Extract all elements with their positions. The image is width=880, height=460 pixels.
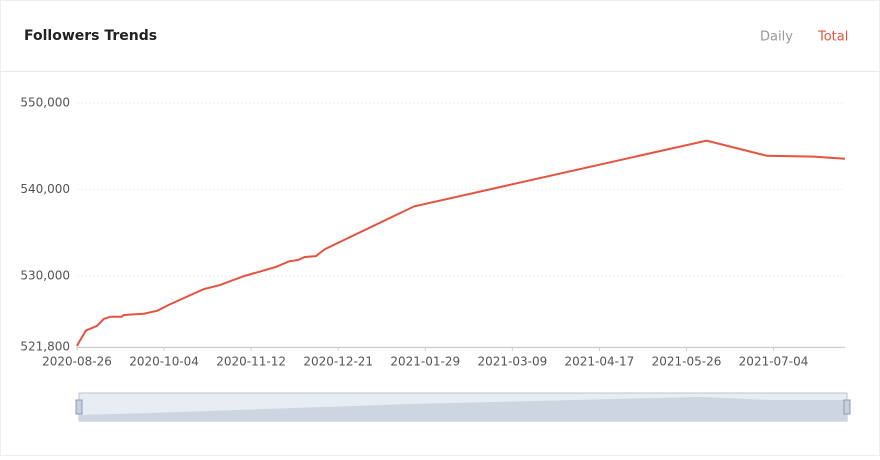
x-tick-label: 2020-11-12	[216, 355, 286, 369]
series-line	[76, 139, 846, 347]
x-tick-label: 2021-05-26	[652, 355, 722, 369]
y-tick-label: 530,000	[20, 269, 70, 283]
tab-daily[interactable]: Daily	[760, 30, 793, 45]
x-tick-label: 2020-10-04	[129, 355, 199, 369]
x-tick-label: 2020-08-26	[42, 355, 112, 369]
y-tick-label: 550,000	[20, 96, 70, 110]
y-tick-label: 540,000	[20, 182, 70, 196]
zoom-slider[interactable]	[75, 392, 851, 422]
x-tick-label: 2020-12-21	[303, 355, 373, 369]
chart-title: Followers Trends	[24, 28, 157, 44]
slider-preview	[79, 397, 847, 421]
tab-total[interactable]: Total	[817, 30, 848, 45]
x-tick-label: 2021-04-17	[565, 355, 635, 369]
y-tick-label: 521,800	[20, 340, 70, 354]
x-tick-label: 2021-07-04	[739, 355, 809, 369]
x-tick-label: 2021-01-29	[390, 355, 460, 369]
x-tick-label: 2021-03-09	[477, 355, 547, 369]
slider-handle[interactable]	[843, 399, 851, 415]
slider-handle[interactable]	[75, 399, 83, 415]
